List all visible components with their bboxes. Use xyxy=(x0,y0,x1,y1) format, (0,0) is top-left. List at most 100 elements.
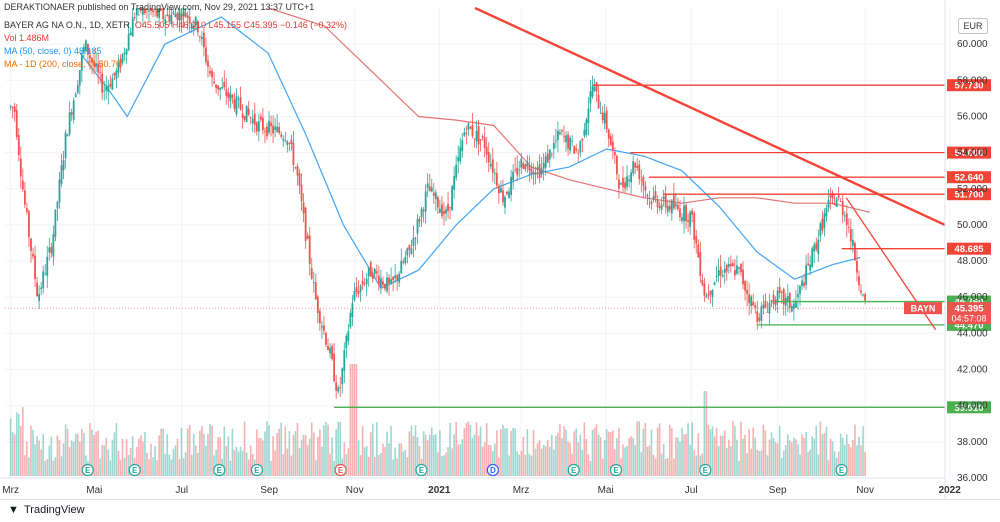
volume-bar xyxy=(467,421,470,476)
candle-body xyxy=(111,77,114,90)
volume-bar xyxy=(709,429,712,476)
volume-bar xyxy=(540,448,543,476)
candle-body xyxy=(495,173,498,186)
level-label: 54.000 xyxy=(954,148,983,159)
volume-bar xyxy=(508,455,510,476)
volume-bar xyxy=(839,433,842,476)
candle-body xyxy=(817,239,820,255)
volume-bar xyxy=(119,459,122,476)
volume-bar xyxy=(599,437,602,476)
candle-body xyxy=(225,89,228,97)
volume-bar xyxy=(422,431,425,476)
candle-body xyxy=(839,200,842,202)
candle-body xyxy=(528,165,531,171)
volume-bar xyxy=(675,437,677,476)
volume-bar xyxy=(577,442,580,476)
volume-bar xyxy=(612,430,614,476)
volume-bar xyxy=(258,438,260,476)
candle-body xyxy=(144,8,146,14)
volume-bar xyxy=(439,430,441,476)
volume-bar xyxy=(64,424,67,476)
candle-body xyxy=(831,192,834,199)
candle-body xyxy=(40,287,43,290)
candle-body xyxy=(514,169,517,171)
candle-body xyxy=(188,16,191,24)
volume-bar xyxy=(247,459,250,476)
candle-body xyxy=(428,186,431,192)
volume-bar xyxy=(209,423,211,476)
volume-bar xyxy=(685,434,687,476)
candle-body xyxy=(807,263,810,266)
candle-body xyxy=(593,87,596,91)
candle-body xyxy=(583,129,586,136)
volume-bar xyxy=(426,440,429,476)
candle-body xyxy=(701,279,704,285)
time-axis: Mrz Mai Jul Sep Nov 2021 Mrz Mai Jul Sep Nov 2022 xyxy=(0,477,961,496)
volume-bar xyxy=(583,422,586,476)
candle-body xyxy=(347,331,350,342)
candle-body xyxy=(371,273,374,279)
candle-body xyxy=(705,295,708,298)
candle-body xyxy=(731,262,734,267)
volume-bar xyxy=(168,454,171,476)
candle-body xyxy=(738,267,740,269)
volume-bar xyxy=(125,439,128,476)
volume-bar xyxy=(398,443,401,476)
volume-bar xyxy=(491,451,494,476)
volume-bar xyxy=(807,451,809,476)
volume-bar xyxy=(532,430,535,476)
volume-bar xyxy=(97,430,99,476)
volume-bar xyxy=(402,451,405,476)
volume-bar xyxy=(526,429,529,476)
volume-bar xyxy=(805,432,807,476)
time-tick-label: Jul xyxy=(175,485,188,496)
currency-label[interactable]: EUR xyxy=(958,18,988,34)
level-badge xyxy=(947,188,991,201)
candle-body xyxy=(235,96,238,115)
volume-bar xyxy=(654,458,657,476)
candle-body xyxy=(186,15,189,18)
candle-body xyxy=(854,242,856,261)
tradingview-brand[interactable]: TradingView xyxy=(24,504,85,516)
candle-body xyxy=(638,164,641,180)
candle-body xyxy=(339,387,342,389)
volume-bar xyxy=(447,447,449,476)
volume-bar xyxy=(93,434,95,476)
volume-bar xyxy=(239,446,242,476)
volume-bar xyxy=(20,426,22,476)
volume-bar xyxy=(327,424,329,476)
candle-body xyxy=(148,10,150,12)
volume-bar xyxy=(396,458,398,476)
volume-bar xyxy=(182,458,185,476)
candle-body xyxy=(321,326,323,328)
candle-body xyxy=(506,191,508,194)
candle-body xyxy=(249,117,252,119)
volume-bar xyxy=(607,431,610,476)
volume-bar xyxy=(241,450,244,476)
volume-bar xyxy=(707,424,710,476)
candle-body xyxy=(725,264,728,272)
volume-bar xyxy=(524,454,527,476)
volume-bar xyxy=(302,434,305,476)
candle-body xyxy=(613,151,616,156)
volume-bar xyxy=(673,458,675,476)
volume-bar xyxy=(671,428,673,476)
candle-body xyxy=(302,202,305,214)
candle-body xyxy=(44,273,47,275)
volume-bar xyxy=(801,434,803,476)
volume-bar xyxy=(803,437,805,476)
volume-bar xyxy=(624,447,626,476)
volume-bar xyxy=(156,460,158,476)
candle-body xyxy=(146,8,148,10)
volume-bar xyxy=(766,455,769,476)
volume-bar xyxy=(727,439,730,476)
candle-body xyxy=(628,179,631,182)
volume-bar xyxy=(418,446,421,476)
volume-bar xyxy=(365,445,368,476)
tradingview-logo-icon[interactable]: ▼ xyxy=(8,504,19,516)
volume-bar xyxy=(789,440,791,476)
candle-body xyxy=(318,311,321,324)
volume-bar xyxy=(339,421,342,476)
candle-body xyxy=(68,112,71,135)
